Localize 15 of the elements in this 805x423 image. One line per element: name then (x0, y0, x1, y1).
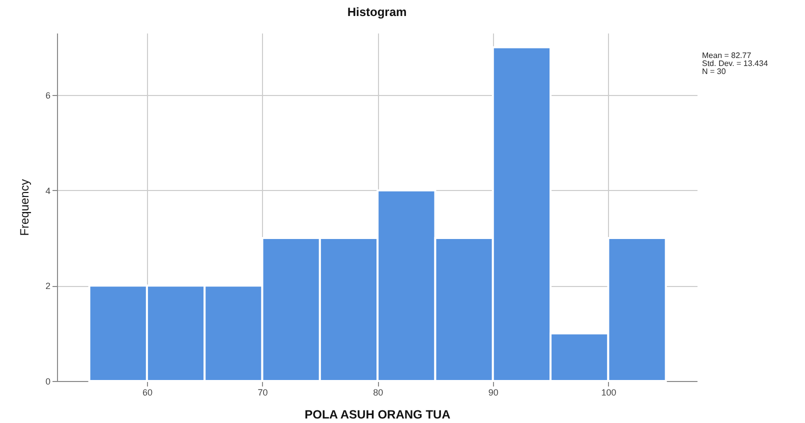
y-tick-label: 2 (45, 281, 50, 292)
text: Std. Dev. = 13.434 (702, 59, 768, 68)
x-tick-label: 60 (142, 388, 152, 398)
x-tick-label: 70 (258, 388, 268, 398)
x-axis-title: POLA ASUH ORANG TUA (304, 408, 451, 422)
y-axis-title: Frequency (17, 179, 32, 236)
x-tick-label: 80 (373, 388, 384, 398)
y-tick-label: 0 (45, 376, 50, 386)
x-tick-label: 90 (488, 388, 498, 398)
y-tick-label: 4 (45, 186, 50, 196)
chart-title: Histogram (347, 5, 407, 19)
text: Mean = 82.77 (702, 51, 752, 60)
y-tick-label: 6 (45, 90, 50, 100)
x-tick-label: 100 (601, 388, 616, 398)
text: N = 30 (702, 67, 727, 76)
